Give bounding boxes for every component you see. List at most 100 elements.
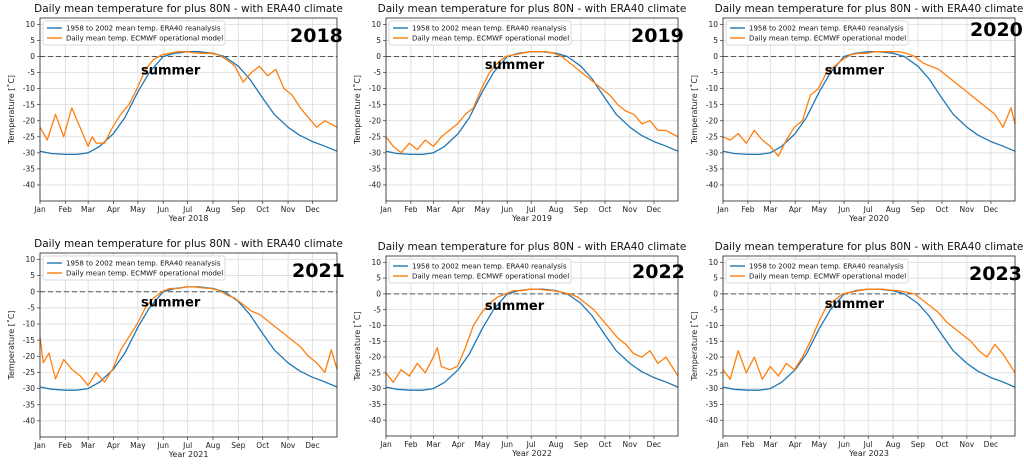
x-tick-label: May: [130, 205, 146, 214]
y-tick-label: -20: [369, 116, 381, 125]
y-tick-label: -35: [369, 164, 381, 173]
y-tick-label: 10: [25, 255, 35, 264]
y-tick-label: -5: [711, 305, 719, 314]
y-tick-label: -40: [369, 181, 381, 190]
y-tick-label: -30: [23, 148, 35, 157]
chart-title: Daily mean temperature for plus 80N - wi…: [378, 241, 687, 253]
x-tick-label: Oct: [256, 205, 269, 214]
x-tick-label: Sep: [231, 441, 245, 450]
y-tick-label: -30: [23, 384, 35, 393]
y-tick-label: -25: [369, 132, 381, 141]
summer-annotation: summer: [141, 295, 201, 310]
x-tick-label: Apr: [107, 441, 121, 450]
x-tick-label: Mar: [763, 205, 778, 214]
x-tick-label: Nov: [623, 205, 638, 214]
x-tick-label: Feb: [404, 440, 418, 449]
x-tick-label: Nov: [960, 205, 975, 214]
chart-title: Daily mean temperature for plus 80N - wi…: [34, 238, 343, 250]
x-tick-label: Jun: [500, 205, 513, 214]
y-tick-label: -40: [23, 181, 35, 190]
x-tick-label: Jun: [837, 205, 850, 214]
y-tick-label: 10: [25, 20, 35, 29]
y-tick-label: 10: [371, 20, 381, 29]
x-tick-label: Dec: [647, 205, 662, 214]
x-tick-label: Apr: [789, 205, 803, 214]
legend-label: Daily mean temp. ECMWF operational model: [66, 270, 223, 278]
x-axis-label: Year 2022: [511, 449, 552, 458]
series-ecmwf-line: [722, 288, 1016, 380]
y-tick-label: -20: [23, 116, 35, 125]
legend-label: Daily mean temp. ECMWF operational model: [412, 35, 569, 43]
x-tick-label: Jul: [526, 205, 536, 214]
chart-panel: Daily mean temperature for plus 80N - wi…: [352, 241, 686, 458]
chart-panel: Daily mean temperature for plus 80N - wi…: [6, 3, 343, 223]
x-tick-label: Feb: [741, 205, 755, 214]
legend-label: 1958 to 2002 mean temp. ERA40 reanalysis: [66, 260, 221, 268]
legend-label: Daily mean temp. ECMWF operational model: [412, 273, 569, 281]
y-tick-label: -15: [369, 337, 381, 346]
x-tick-label: Jun: [500, 440, 513, 449]
y-axis-label: Temperature [˚C]: [352, 311, 362, 381]
x-tick-label: Jan: [379, 205, 392, 214]
plot-frame: [39, 17, 338, 202]
y-tick-label: -40: [23, 416, 35, 425]
chart-panel: Daily mean temperature for plus 80N - wi…: [689, 241, 1023, 458]
x-tick-label: Oct: [599, 440, 612, 449]
y-tick-label: -35: [23, 164, 35, 173]
year-annotation: 2021: [292, 260, 345, 282]
y-tick-label: -25: [23, 132, 35, 141]
y-tick-label: -20: [369, 353, 381, 362]
chart-title: Daily mean temperature for plus 80N - wi…: [715, 3, 1024, 15]
legend-label: 1958 to 2002 mean temp. ERA40 reanalysis: [749, 263, 904, 271]
x-tick-label: Sep: [911, 205, 925, 214]
y-axis-label: Temperature [˚C]: [689, 311, 699, 381]
legend: 1958 to 2002 mean temp. ERA40 reanalysis…: [388, 20, 572, 46]
x-tick-label: Aug: [206, 205, 221, 214]
x-tick-label: Mar: [426, 205, 441, 214]
x-tick-label: Jul: [526, 440, 536, 449]
series-ecmwf-line: [39, 51, 338, 148]
y-tick-label: 5: [376, 274, 381, 283]
x-tick-label: Aug: [549, 440, 564, 449]
x-tick-label: Jul: [863, 205, 873, 214]
x-tick-label: Jun: [156, 205, 169, 214]
y-tick-label: -30: [706, 384, 718, 393]
plot-frame: [722, 255, 1016, 437]
x-tick-label: Aug: [886, 440, 901, 449]
y-tick-label: 10: [708, 20, 718, 29]
legend-box: [42, 255, 226, 281]
x-tick-label: Jun: [156, 441, 169, 450]
y-tick-label: -15: [23, 336, 35, 345]
legend-label: 1958 to 2002 mean temp. ERA40 reanalysis: [749, 25, 904, 33]
summer-annotation: summer: [825, 64, 885, 79]
x-tick-label: Jan: [716, 440, 729, 449]
year-annotation: 2018: [290, 25, 343, 47]
year-annotation: 2019: [631, 25, 684, 47]
x-tick-label: Mar: [426, 440, 441, 449]
y-tick-label: 5: [713, 36, 718, 45]
x-tick-label: Aug: [886, 205, 901, 214]
y-tick-label: -5: [28, 68, 36, 77]
x-tick-label: Apr: [452, 205, 466, 214]
chart-panel: Daily mean temperature for plus 80N - wi…: [6, 238, 345, 459]
y-tick-label: -40: [706, 416, 718, 425]
x-tick-label: Sep: [911, 440, 925, 449]
y-tick-label: -40: [369, 416, 381, 425]
x-axis-label: Year 2020: [848, 214, 889, 223]
x-tick-label: Nov: [623, 440, 638, 449]
x-tick-label: Apr: [789, 440, 803, 449]
y-tick-label: 0: [713, 52, 718, 61]
y-tick-label: -10: [369, 321, 381, 330]
y-tick-label: -20: [706, 353, 718, 362]
year-annotation: 2020: [970, 19, 1023, 41]
chart-title: Daily mean temperature for plus 80N - wi…: [378, 3, 687, 15]
legend-label: 1958 to 2002 mean temp. ERA40 reanalysis: [66, 25, 221, 33]
x-tick-label: Jan: [379, 440, 392, 449]
legend-box: [42, 20, 226, 46]
summer-annotation: summer: [485, 299, 545, 314]
summer-annotation: summer: [825, 297, 885, 312]
x-tick-label: Oct: [936, 440, 949, 449]
y-tick-label: -10: [23, 84, 35, 93]
y-tick-label: 0: [376, 289, 381, 298]
